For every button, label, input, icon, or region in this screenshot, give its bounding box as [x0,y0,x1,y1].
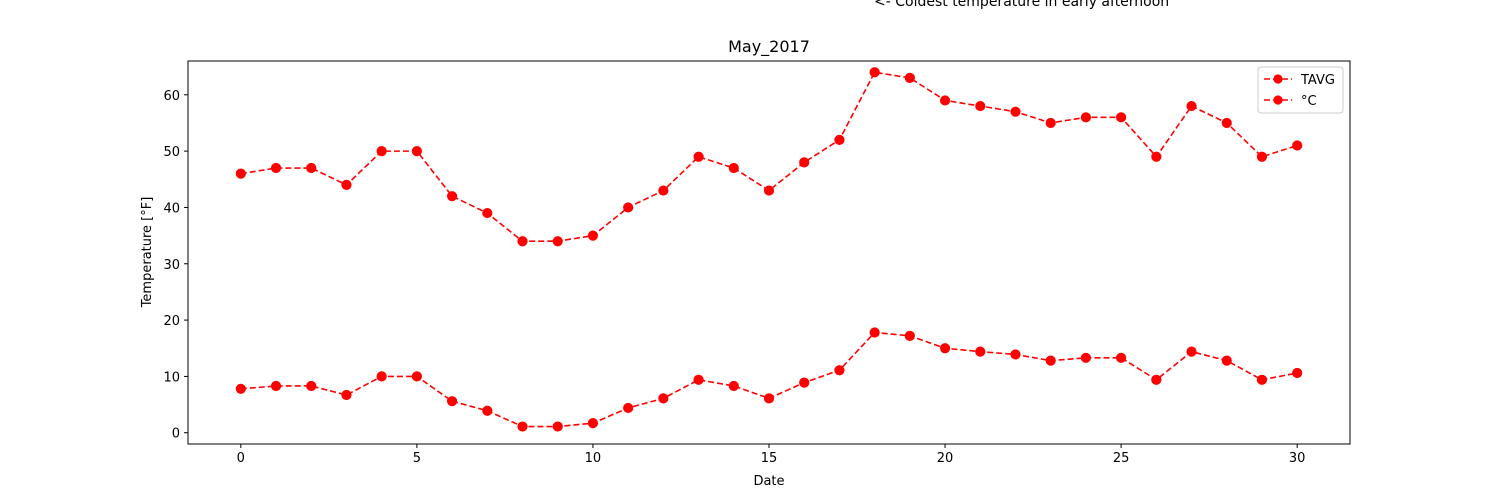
data-point [1151,151,1162,162]
data-point [623,402,634,414]
y-tick-label: 10 [163,370,180,385]
legend-label: TAVG [1300,73,1335,88]
y-tick-label: 20 [163,314,180,329]
chart-title: May_2017 [728,37,810,57]
data-point [1116,352,1127,363]
data-point [693,151,704,162]
data-point [975,100,986,112]
data-point [693,374,704,385]
data-point [869,327,880,338]
data-point [1221,355,1232,366]
x-tick-label: 15 [761,451,778,466]
data-point [517,236,528,247]
data-point [658,185,669,196]
data-point [376,146,387,157]
data-point [482,405,493,416]
data-point [1292,367,1303,379]
data-point [1010,106,1021,117]
legend-label: °C [1301,94,1317,109]
data-point [834,365,845,376]
series-line [240,71,1298,243]
data-point [341,389,352,401]
data-point [1116,112,1127,123]
y-tick-label: 50 [163,145,180,160]
y-axis-label: Temperature [°F] [140,197,155,309]
data-point [728,162,739,174]
data-point [1256,374,1268,385]
data-point [869,67,880,78]
series-layer [235,67,1303,432]
y-tick-label: 30 [163,258,180,273]
data-point [1045,117,1056,129]
data-point [270,162,282,174]
data-point [411,146,422,157]
data-point [1080,352,1092,363]
y-tick-label: 0 [172,427,180,442]
data-point [1221,117,1232,129]
data-point [587,230,599,241]
x-axis: 0 5 10 15 20 25 30 [237,444,1306,466]
data-point [1256,151,1268,162]
data-point [1186,100,1197,112]
x-tick-label: 30 [1289,451,1306,466]
legend-swatch-marker [1273,74,1283,84]
plot-area-frame [187,60,1351,445]
x-tick-label: 0 [237,451,245,466]
data-point [939,343,951,354]
data-point [904,72,915,83]
x-tick-label: 25 [1113,451,1130,466]
data-point [1186,346,1197,357]
data-point [235,168,246,179]
data-point [799,157,810,168]
data-point [341,179,352,191]
data-point [376,371,387,382]
data-point [1010,349,1021,360]
x-axis-label: Date [753,474,784,489]
data-point [517,421,528,432]
data-point [1292,140,1303,151]
data-point [904,330,915,341]
data-point [446,191,458,202]
data-point [975,346,986,357]
x-tick-label: 20 [937,451,954,466]
legend-swatch-marker [1273,95,1283,105]
data-point [1045,355,1056,366]
series-line [240,331,1298,428]
data-point [834,134,845,145]
x-tick-label: 10 [585,451,602,466]
x-tick-label: 5 [413,451,421,466]
data-point [306,162,317,174]
data-point [235,383,246,394]
data-point [270,380,282,392]
data-point [552,421,563,432]
data-point [1080,112,1092,123]
data-point [728,380,739,392]
data-point [306,380,317,392]
data-point [763,393,775,404]
data-point [623,202,634,213]
data-point [939,95,951,106]
data-point [763,185,775,196]
data-point [446,396,458,407]
data-point [799,377,810,388]
y-tick-label: 60 [163,89,180,104]
y-axis: 0 10 20 30 40 50 60 [163,89,188,442]
y-tick-label: 40 [163,201,180,216]
legend: TAVG °C [1257,66,1344,114]
data-point [411,371,422,382]
data-point [1151,374,1162,385]
data-point [658,393,669,404]
data-point [482,207,493,219]
data-point [587,418,599,429]
chart-annotation: <- Coldest temperature in early afternoo… [874,0,1169,10]
data-point [552,236,563,247]
